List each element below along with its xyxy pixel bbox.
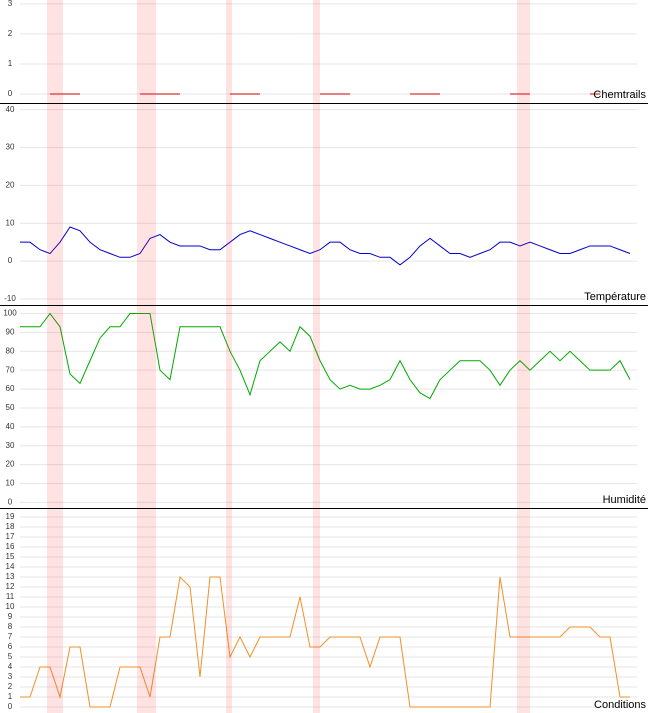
highlight-band	[137, 306, 156, 508]
line	[20, 312, 631, 400]
y-tick-label: 0	[8, 256, 13, 265]
y-tick-label: 90	[6, 328, 15, 337]
highlight-band	[517, 306, 530, 508]
highlight-band	[47, 104, 63, 305]
y-tick-label: 20	[6, 180, 15, 189]
y-tick-label: 80	[6, 346, 15, 355]
highlight-band	[137, 104, 156, 305]
y-tick-label: 8	[8, 622, 13, 631]
highlight-band	[517, 104, 530, 305]
highlight-band	[313, 306, 320, 508]
y-tick-label: 10	[6, 218, 15, 227]
y-tick-label: 3	[8, 672, 13, 681]
highlight-band	[313, 0, 320, 103]
y-tick-label: 1	[8, 59, 13, 68]
highlight-band	[137, 509, 156, 713]
line	[20, 575, 630, 708]
y-tick-label: 17	[6, 532, 15, 541]
y-tick-label: 40	[6, 422, 15, 431]
panel-title: Conditions	[594, 699, 646, 711]
y-tick-label: 1	[8, 692, 13, 701]
highlight-band	[313, 509, 320, 713]
y-tick-label: 13	[6, 572, 15, 581]
y-tick-label: 0	[8, 89, 13, 98]
y-tick-label: 18	[6, 522, 15, 531]
y-tick-label: 2	[8, 29, 13, 38]
y-tick-label: 20	[6, 460, 15, 469]
highlight-band	[517, 0, 530, 103]
highlight-band	[226, 509, 232, 713]
y-tick-label: 0	[8, 702, 13, 711]
line	[20, 226, 631, 266]
y-tick-label: 9	[8, 612, 13, 621]
y-tick-label: 12	[6, 582, 15, 591]
y-tick-label: 100	[3, 309, 17, 318]
y-tick-label: 7	[8, 632, 13, 641]
y-tick-label: 19	[6, 512, 15, 521]
y-tick-label: 15	[6, 552, 15, 561]
highlight-band	[313, 104, 320, 305]
y-tick-label: -10	[4, 294, 16, 303]
y-tick-label: 10	[6, 479, 15, 488]
highlight-band	[47, 306, 63, 508]
y-tick-label: 10	[6, 602, 15, 611]
panel-title: Humidité	[603, 494, 646, 506]
highlight-band	[47, 509, 63, 713]
highlight-band	[137, 0, 156, 103]
y-tick-label: 30	[6, 143, 15, 152]
y-tick-label: 30	[6, 441, 15, 450]
y-tick-label: 2	[8, 682, 13, 691]
y-tick-label: 6	[8, 642, 13, 651]
highlight-band	[517, 509, 530, 713]
y-tick-label: 0	[8, 497, 13, 506]
highlight-band	[226, 104, 232, 305]
y-tick-label: 50	[6, 403, 15, 412]
y-tick-label: 70	[6, 365, 15, 374]
highlight-band	[47, 0, 63, 103]
y-tick-label: 40	[6, 105, 15, 114]
y-tick-label: 4	[8, 662, 13, 671]
highlight-band	[226, 306, 232, 508]
y-tick-label: 5	[8, 652, 13, 661]
y-tick-label: 3	[8, 0, 13, 8]
y-tick-label: 60	[6, 384, 15, 393]
highlight-band	[226, 0, 232, 103]
panel-title: Température	[584, 291, 646, 303]
y-tick-label: 11	[6, 592, 15, 601]
y-tick-label: 16	[6, 542, 15, 551]
y-tick-label: 14	[6, 562, 15, 571]
panel-title: Chemtrails	[593, 89, 646, 101]
